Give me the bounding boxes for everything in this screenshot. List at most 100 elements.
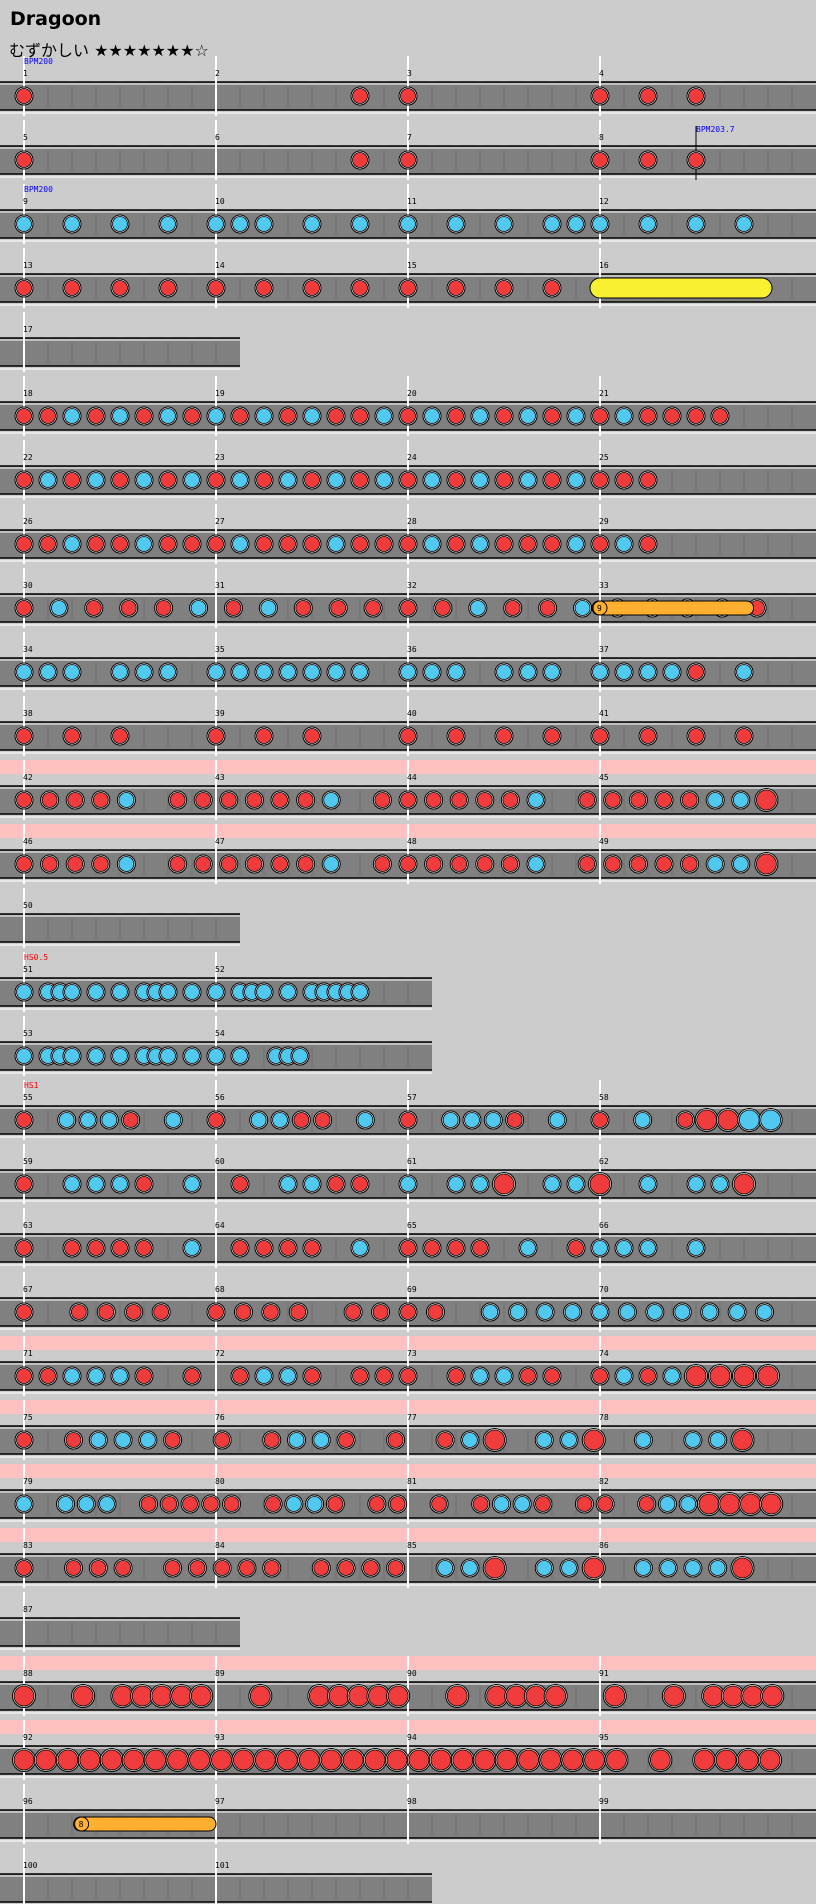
don-note bbox=[161, 1496, 178, 1512]
balloon-roll bbox=[591, 600, 755, 616]
ka-note bbox=[424, 536, 440, 552]
ka-note bbox=[736, 664, 752, 680]
measure-number: 45 bbox=[599, 773, 609, 782]
don-note bbox=[304, 1368, 320, 1384]
don-note bbox=[696, 1109, 718, 1131]
ka-note bbox=[709, 1560, 726, 1576]
don-note bbox=[732, 1429, 753, 1451]
don-note bbox=[584, 1749, 605, 1771]
ka-note bbox=[424, 472, 440, 488]
don-note bbox=[57, 1749, 79, 1771]
don-note bbox=[16, 1368, 32, 1384]
ka-note bbox=[272, 1112, 288, 1128]
ka-note bbox=[64, 664, 80, 680]
ka-note bbox=[256, 984, 272, 1000]
don-note bbox=[592, 88, 608, 104]
don-note bbox=[640, 472, 656, 488]
don-note bbox=[597, 1496, 614, 1512]
don-note bbox=[386, 1749, 408, 1771]
don-note bbox=[136, 408, 152, 424]
ka-note bbox=[88, 1368, 104, 1384]
don-note bbox=[304, 280, 320, 296]
don-note bbox=[122, 1112, 139, 1128]
don-note bbox=[256, 1240, 272, 1256]
measure-number: 101 bbox=[215, 1861, 230, 1870]
don-note bbox=[681, 856, 698, 872]
measure-number: 64 bbox=[215, 1221, 225, 1230]
don-note bbox=[232, 408, 248, 424]
don-note bbox=[592, 152, 608, 168]
don-note bbox=[328, 1176, 344, 1192]
don-note bbox=[435, 600, 451, 616]
don-note bbox=[338, 1560, 354, 1576]
don-note bbox=[760, 1493, 782, 1515]
measure-number: 94 bbox=[407, 1733, 417, 1742]
don-note bbox=[293, 1112, 310, 1128]
ka-note bbox=[634, 1112, 651, 1128]
don-note bbox=[474, 1749, 496, 1771]
don-note bbox=[98, 1304, 115, 1320]
don-note bbox=[92, 792, 109, 808]
measure-number: 95 bbox=[599, 1733, 609, 1742]
measure-number: 71 bbox=[23, 1349, 33, 1358]
don-note bbox=[88, 408, 104, 424]
don-note bbox=[16, 88, 32, 104]
don-note bbox=[376, 536, 392, 552]
ka-note bbox=[528, 792, 544, 808]
ka-note bbox=[400, 216, 416, 232]
don-note bbox=[208, 280, 224, 296]
ka-note bbox=[732, 792, 749, 808]
don-note bbox=[151, 1685, 173, 1707]
ka-note bbox=[536, 1432, 553, 1448]
measure-number: 35 bbox=[215, 645, 225, 654]
don-note bbox=[112, 728, 128, 744]
ka-note bbox=[619, 1304, 636, 1320]
don-note bbox=[427, 1304, 444, 1320]
don-note bbox=[214, 1432, 231, 1448]
don-note bbox=[265, 1496, 281, 1512]
ka-note bbox=[472, 472, 488, 488]
ka-note bbox=[448, 216, 464, 232]
don-note bbox=[101, 1749, 123, 1771]
ka-note bbox=[160, 664, 176, 680]
don-note bbox=[604, 856, 621, 872]
don-note bbox=[424, 1240, 440, 1256]
don-note bbox=[400, 536, 416, 552]
don-note bbox=[544, 472, 560, 488]
don-note bbox=[208, 1112, 224, 1128]
ka-note bbox=[232, 536, 248, 552]
ka-note bbox=[101, 1112, 118, 1128]
ka-note bbox=[760, 1109, 782, 1131]
don-note bbox=[505, 1685, 527, 1707]
ka-note bbox=[496, 664, 512, 680]
don-note bbox=[437, 1432, 454, 1448]
measure-number: 69 bbox=[407, 1285, 417, 1294]
don-note bbox=[184, 1368, 200, 1384]
don-note bbox=[195, 856, 212, 872]
ka-note bbox=[592, 1240, 608, 1256]
ka-note bbox=[136, 664, 152, 680]
ka-note bbox=[493, 1496, 510, 1512]
ka-note bbox=[536, 1560, 553, 1576]
don-note bbox=[167, 1749, 189, 1771]
ka-note bbox=[729, 1304, 746, 1320]
don-note bbox=[249, 1685, 271, 1707]
ka-note bbox=[285, 1496, 302, 1512]
measure-number: 75 bbox=[23, 1413, 33, 1422]
don-note bbox=[663, 1685, 685, 1707]
don-note bbox=[40, 408, 56, 424]
bpm-change-label: BPM203.7 bbox=[696, 125, 735, 134]
don-note bbox=[304, 1240, 320, 1256]
don-note bbox=[182, 1496, 198, 1512]
ka-note bbox=[738, 1109, 760, 1131]
don-note bbox=[496, 536, 512, 552]
don-note bbox=[195, 792, 212, 808]
measure-number: 60 bbox=[215, 1157, 225, 1166]
don-note bbox=[733, 1173, 755, 1195]
don-note bbox=[568, 1240, 584, 1256]
don-note bbox=[761, 1685, 783, 1707]
measure-number: 7 bbox=[407, 133, 412, 142]
ka-note bbox=[160, 408, 176, 424]
measure-number: 30 bbox=[23, 581, 33, 590]
ka-note bbox=[616, 536, 632, 552]
